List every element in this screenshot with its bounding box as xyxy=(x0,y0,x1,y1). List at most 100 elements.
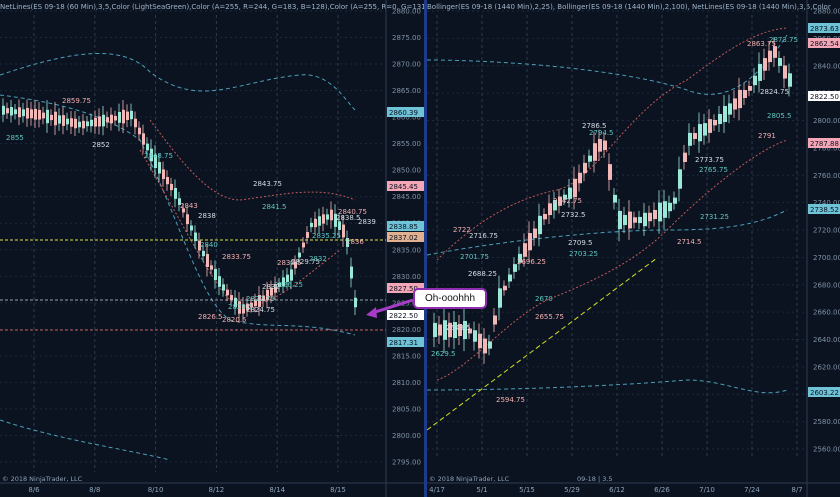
candle-body xyxy=(110,114,113,124)
candle-body xyxy=(278,282,281,288)
right-chart-canvas[interactable]: 2880.002860.002840.002820.002800.002780.… xyxy=(427,0,840,497)
candle-body xyxy=(254,299,257,307)
candle-body xyxy=(763,58,767,71)
band-line xyxy=(427,34,788,95)
candle-body xyxy=(270,287,273,296)
x-tick-label: 8/15 xyxy=(330,486,346,494)
candle-body xyxy=(166,176,169,185)
candle-body xyxy=(678,169,682,189)
candle-body xyxy=(478,333,482,349)
band-line xyxy=(0,94,356,336)
price-tag-label: 2738.52 xyxy=(810,206,839,214)
candle-body xyxy=(38,109,41,120)
x-tick-label: 5/29 xyxy=(564,486,580,494)
price-tag-bg xyxy=(387,181,424,191)
candle-body xyxy=(138,127,141,135)
candle-body xyxy=(246,303,249,311)
price-annotation: 2829.75 xyxy=(291,258,320,266)
x-tick-label: 6/12 xyxy=(609,486,625,494)
x-tick-label: 4/17 xyxy=(429,486,445,494)
price-tag-label: 2822.50 xyxy=(810,93,839,101)
y-tick-label: 2580.00 xyxy=(813,418,840,426)
candle-body xyxy=(74,118,77,129)
y-tick-label: 2870.00 xyxy=(392,61,421,69)
y-tick-label: 2780.00 xyxy=(813,144,840,152)
band-line xyxy=(0,419,171,461)
price-tag-label: 2817.31 xyxy=(389,339,418,347)
candle-body xyxy=(558,196,562,206)
candle-body xyxy=(30,109,33,119)
candle-body xyxy=(274,283,277,293)
candle-body xyxy=(18,107,21,118)
right-bar-info: 09-18 | 3.5 xyxy=(577,475,613,483)
candle-body xyxy=(553,199,557,211)
right-chart-panel[interactable]: Bollinger(ES 09-18 (1440 Min),2,25), Bol… xyxy=(427,0,840,497)
candle-body xyxy=(533,228,537,239)
candle-body xyxy=(688,132,692,146)
candle-body xyxy=(346,238,349,247)
y-tick-label: 2875.00 xyxy=(392,34,421,42)
candle-body xyxy=(14,109,17,115)
candle-body xyxy=(6,108,9,114)
candle-body xyxy=(733,98,737,110)
price-annotation: 2731.25 xyxy=(700,213,729,221)
candle-body xyxy=(758,63,762,81)
candle-body xyxy=(628,211,632,229)
y-tick-label: 2720.00 xyxy=(813,227,840,235)
x-tick-label: 8/10 xyxy=(148,486,164,494)
candle-body xyxy=(673,197,677,204)
price-tag-bg xyxy=(808,91,840,101)
candle-body xyxy=(613,194,617,203)
candle-body xyxy=(206,254,209,267)
candle-body xyxy=(778,58,782,66)
candle-body xyxy=(54,111,57,126)
candle-body xyxy=(286,274,289,283)
price-tag-bg xyxy=(387,221,424,231)
left-chart-canvas[interactable]: 2880.00 2875.00 2870.00 2865.00 2860.00 2855.… xyxy=(0,0,424,497)
candle-body xyxy=(603,140,607,151)
price-tag-label: 2822.50 xyxy=(389,312,418,320)
price-tag-label: 2860.39 xyxy=(389,109,418,117)
price-annotation: 2722 xyxy=(453,226,471,234)
candle-body xyxy=(250,302,253,308)
candle-body xyxy=(663,201,667,218)
left-chart-panel[interactable]: NetLines(ES 09-18 (60 Min),3,5,Color (Li… xyxy=(0,0,424,497)
price-annotation: 2838 xyxy=(198,212,216,220)
candle-body xyxy=(653,209,657,220)
price-annotation: 2848.75 xyxy=(144,152,173,160)
candle-body xyxy=(448,322,452,338)
y-tick-label: 2740.00 xyxy=(813,199,840,207)
candle-body xyxy=(310,222,313,228)
candle-body xyxy=(598,139,602,152)
price-annotation: 2742.75 xyxy=(553,197,582,205)
price-tag-label: 2845.45 xyxy=(389,183,418,191)
candle-body xyxy=(266,289,269,301)
price-annotation: 2843.75 xyxy=(253,180,282,188)
y-tick-label: 2810.00 xyxy=(392,379,421,387)
candle-body xyxy=(563,194,567,200)
candle-body xyxy=(608,164,612,180)
price-annotation: 2765.75 xyxy=(699,166,728,174)
candle-body xyxy=(174,187,177,199)
x-tick-label: 8/8 xyxy=(89,486,100,494)
price-annotation: 2843 xyxy=(180,202,198,210)
candle-body xyxy=(90,119,93,127)
y-tick-label: 2560.00 xyxy=(813,446,840,454)
candle-body xyxy=(338,221,341,230)
candle-body xyxy=(588,155,592,162)
price-annotation: 2594.75 xyxy=(496,396,525,404)
y-tick-label: 2880.00 xyxy=(813,8,840,16)
candle-body xyxy=(222,284,225,291)
candle-body xyxy=(342,224,345,238)
candle-body xyxy=(718,113,722,125)
price-tag-bg xyxy=(387,107,424,117)
price-annotation: 2822.75 xyxy=(246,295,275,303)
panel-divider[interactable] xyxy=(424,0,427,497)
x-tick-label: 8/6 xyxy=(28,486,40,494)
price-tag-bg xyxy=(808,387,840,397)
candle-body xyxy=(314,218,317,228)
candle-body xyxy=(298,252,301,258)
candle-body xyxy=(238,301,241,314)
y-tick-label: 2860.00 xyxy=(392,114,421,122)
candle-body xyxy=(683,152,687,163)
